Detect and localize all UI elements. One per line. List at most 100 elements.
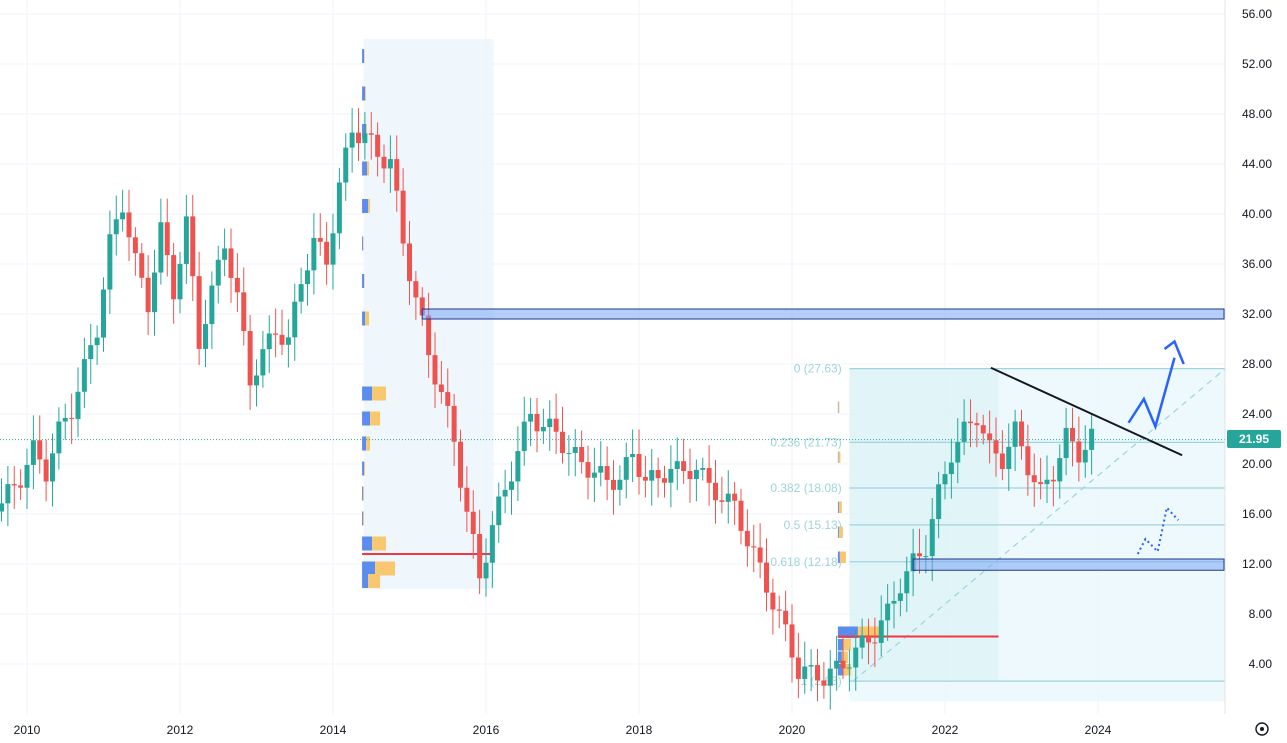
candle-down [458, 441, 463, 488]
volume-profile-bar-buy [362, 411, 371, 426]
volume-profile-bar-buy [362, 436, 367, 451]
candle-up [177, 263, 183, 300]
candle-up [94, 337, 100, 346]
volume-profile-bar-sell [363, 486, 365, 501]
y-tick-label: 24.00 [1242, 407, 1272, 421]
candle-down [713, 482, 718, 501]
candle-down [917, 553, 922, 557]
candle-down [394, 159, 400, 191]
candle-up [203, 324, 208, 349]
volume-profile-bar-buy [362, 574, 369, 588]
volume-profile-bar-buy [362, 49, 365, 63]
candle-up [387, 159, 393, 169]
candle-up [846, 667, 852, 669]
candle-down [279, 334, 285, 345]
candle-down [585, 462, 591, 478]
volume-profile-bar-sell [367, 161, 370, 176]
candle-up [693, 469, 699, 480]
volume-profile-bar-sell [368, 574, 381, 588]
candle-down [11, 484, 17, 486]
candle-down [738, 500, 744, 531]
candle-up [649, 470, 655, 481]
candle-up [630, 454, 636, 458]
candle-down [642, 476, 648, 481]
candle-down [247, 331, 253, 386]
candle-up [528, 413, 534, 422]
candle-down [1031, 475, 1037, 483]
volume-profile-bar-sell [372, 536, 387, 551]
candle-down [464, 487, 470, 512]
candle-up [336, 182, 342, 234]
candle-down [1038, 482, 1044, 485]
candle-up [923, 556, 929, 558]
candle-down [764, 562, 769, 593]
candle-up [107, 234, 113, 290]
candle-down [1070, 427, 1075, 442]
candle-down [840, 660, 846, 669]
candle-up [362, 133, 368, 144]
candle-down [1050, 479, 1056, 482]
candle-up [113, 219, 119, 235]
candle-down [604, 466, 610, 480]
candle-up [50, 453, 55, 482]
candle-up [496, 496, 502, 526]
candle-down [419, 297, 425, 316]
candle-up [101, 289, 106, 338]
candle-down [69, 417, 75, 419]
y-tick-label: 8.00 [1249, 607, 1273, 621]
candle-up [802, 666, 808, 679]
volume-profile-bar-sell [857, 626, 883, 638]
candle-up [1089, 428, 1095, 450]
volume-profile-bar-buy [837, 551, 840, 563]
time-axis[interactable]: 2010 2012 2014 2016 2018 2020 2022 2024 [14, 723, 1112, 737]
volume-profile-bar-buy [362, 461, 365, 476]
candle-up [30, 440, 36, 465]
candle-up [56, 421, 62, 454]
settings-icon[interactable] [1255, 722, 1269, 736]
candle-down [438, 384, 444, 393]
candle-down [662, 478, 667, 483]
candle-down [18, 485, 24, 488]
fib-trend-line [852, 368, 1226, 682]
volume-profile-bar-sell [364, 461, 366, 476]
candle-up [961, 421, 967, 442]
candle-up [183, 216, 189, 264]
volume-profile-bar-sell [838, 451, 841, 463]
price-zones[interactable] [421, 308, 1225, 571]
candle-down [445, 392, 451, 406]
candle-up [1082, 449, 1088, 463]
drawings[interactable] [0, 339, 1225, 555]
volume-profile-bar-sell [839, 551, 846, 563]
volume-profile-bar-sell [842, 639, 851, 651]
volume-profile-bar-buy [362, 511, 364, 526]
candle-down [751, 546, 757, 548]
candle-down [368, 133, 374, 135]
volume-profile-bar-buy [362, 161, 368, 176]
price-axis[interactable]: 4.00 8.00 12.00 16.00 20.00 24.00 28.00 32.00 36… [1224, 0, 1273, 714]
candle-down [553, 418, 559, 432]
candle-up [311, 237, 317, 271]
candle-down [451, 405, 457, 442]
volume-profile-bar-buy [362, 124, 367, 138]
candle-up [502, 489, 508, 497]
y-tick-label: 4.00 [1249, 657, 1273, 671]
y-tick-label: 44.00 [1242, 157, 1272, 171]
candle-up [62, 417, 68, 422]
y-tick-label: 12.00 [1242, 557, 1272, 571]
volume-profile-bar-sell [841, 651, 848, 663]
candle-down [477, 534, 483, 579]
candle-up [897, 593, 903, 601]
y-tick-label: 36.00 [1242, 257, 1272, 271]
candle-up [266, 333, 272, 350]
fib-level-label: 0.618 (12.18) [770, 555, 841, 569]
candle-down [783, 610, 789, 625]
candle-down [579, 447, 585, 463]
candle-up [598, 466, 604, 473]
y-tick-label: 32.00 [1242, 307, 1272, 321]
candle-up [260, 349, 266, 376]
candle-down [132, 237, 138, 254]
volume-profile-bar-buy [362, 386, 373, 401]
candle-up [929, 519, 935, 557]
volume-profile-bar-sell [365, 311, 370, 326]
